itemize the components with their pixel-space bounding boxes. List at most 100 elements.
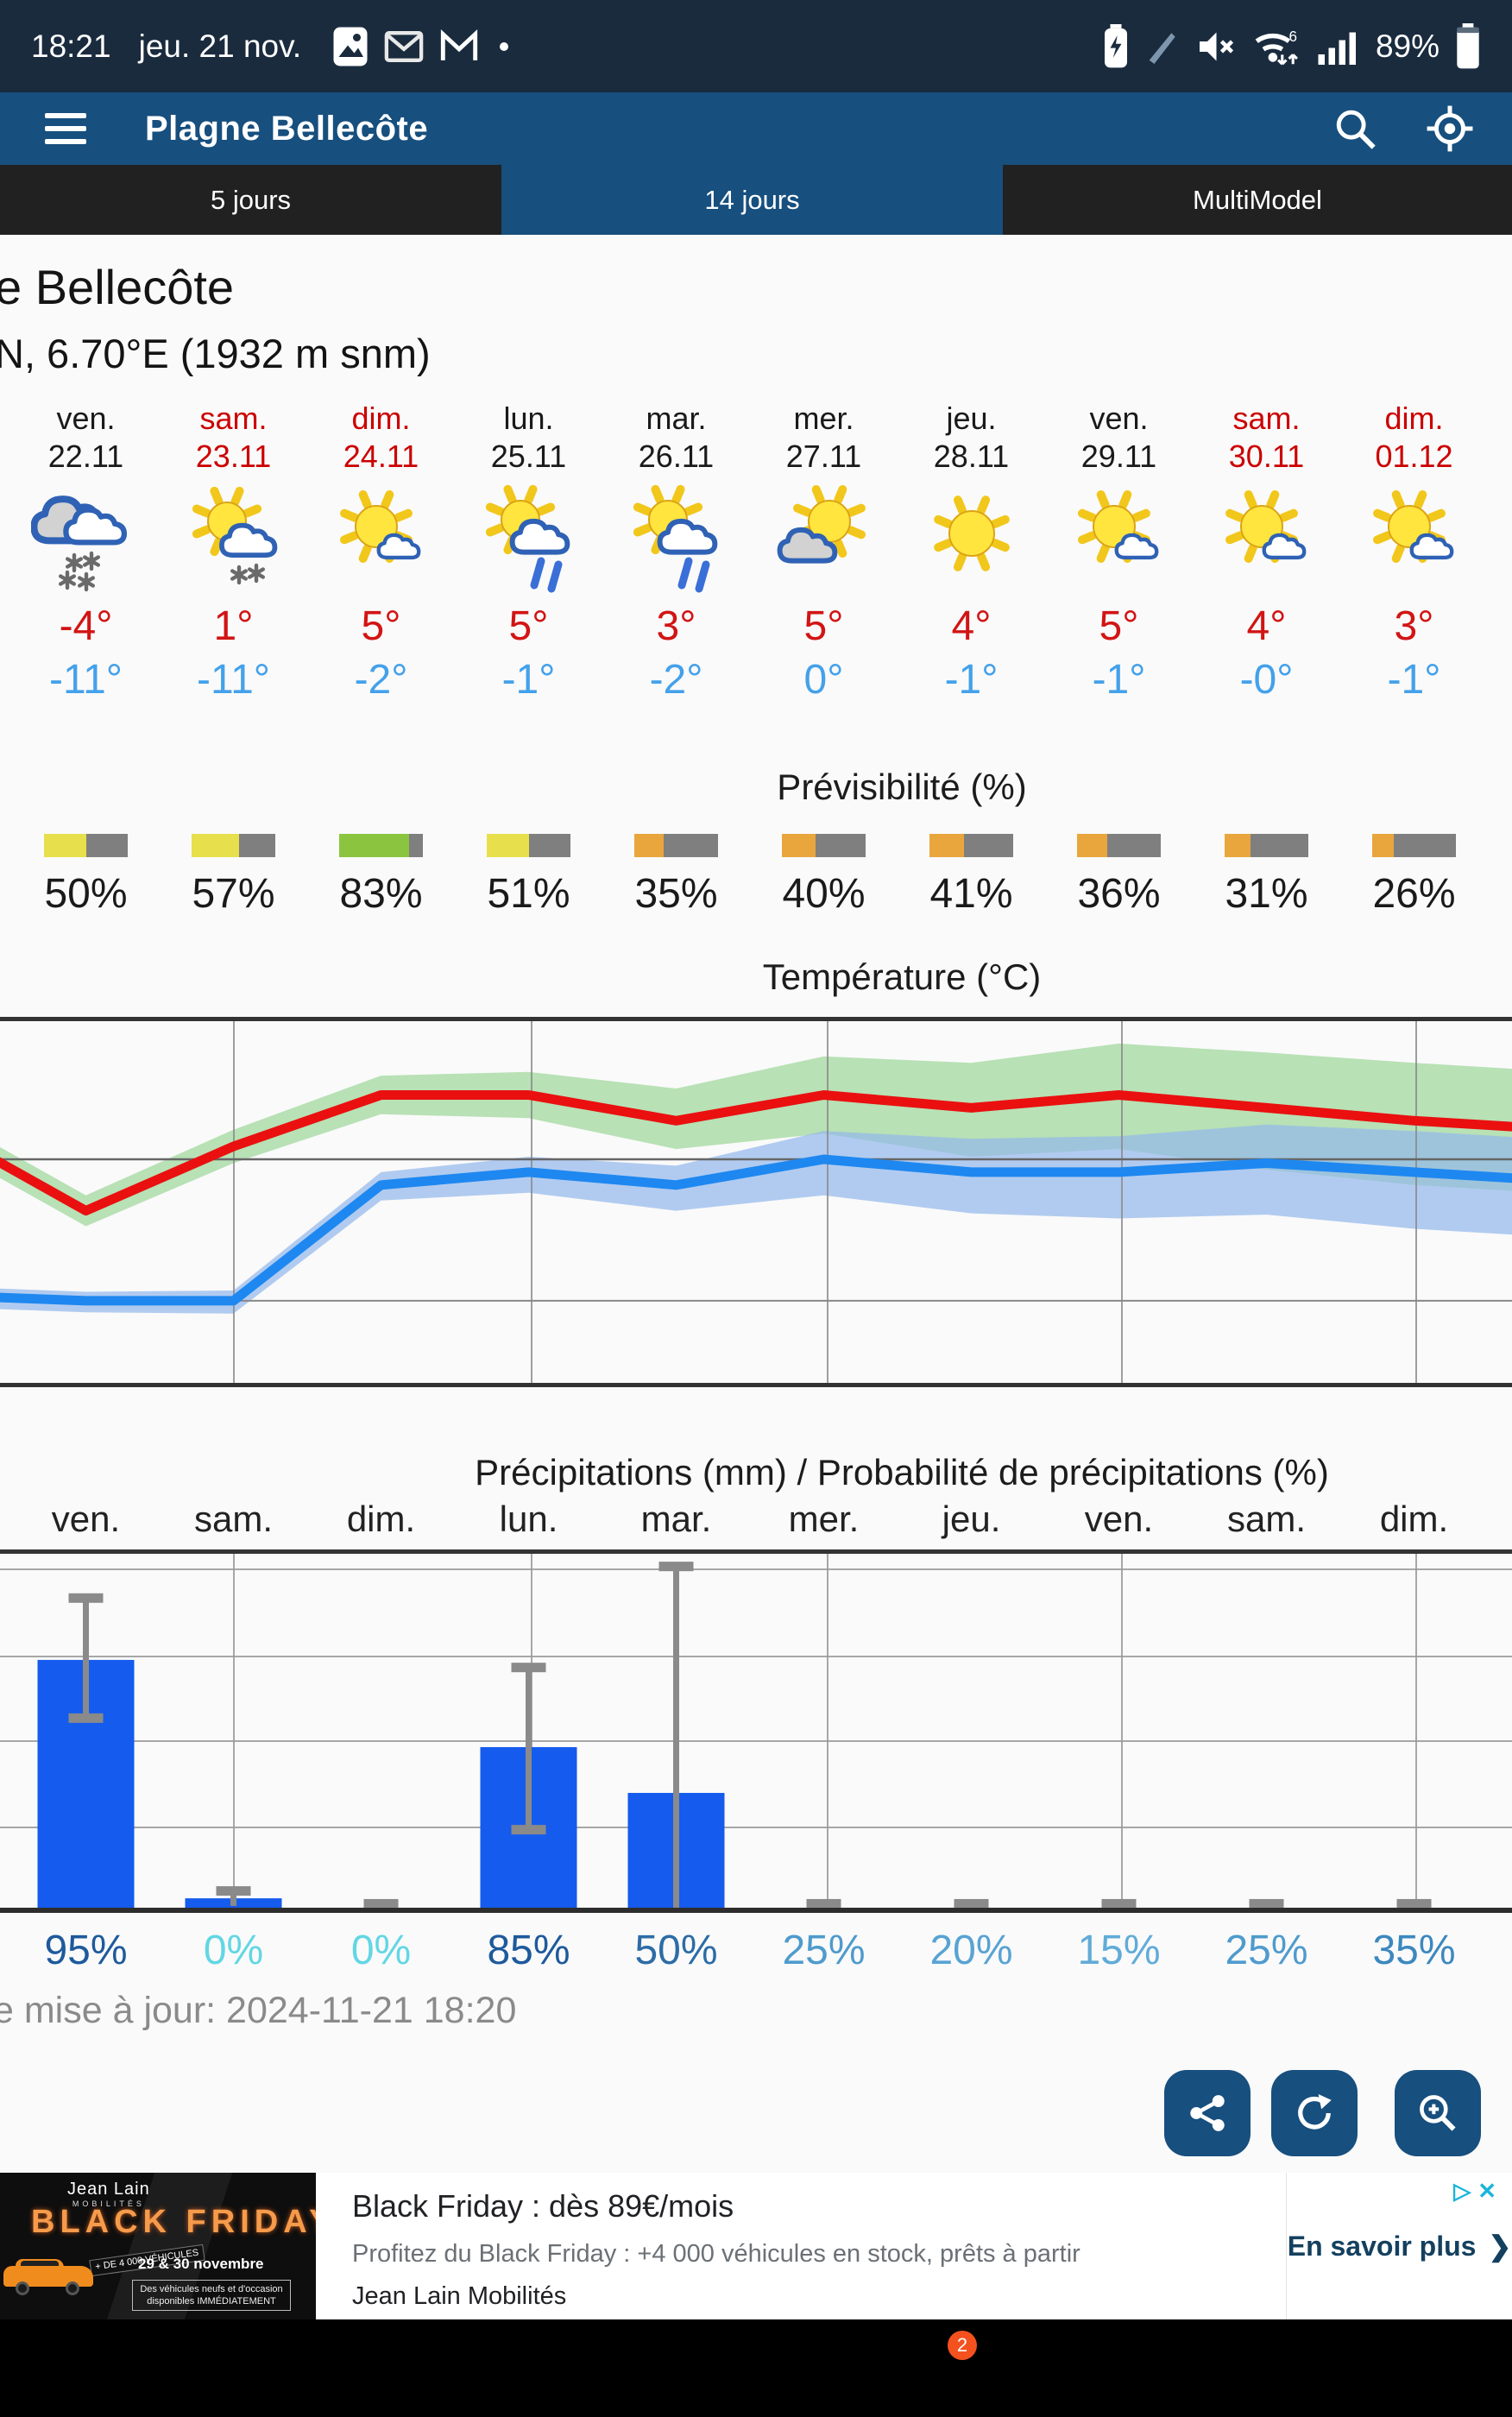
ad-text-block[interactable]: Black Friday : dès 89€/mois Profitez du … bbox=[316, 2173, 1286, 2319]
battery-icon bbox=[1455, 22, 1481, 70]
predictability-gauge bbox=[1077, 834, 1161, 857]
weather-icon-cell[interactable] bbox=[1193, 483, 1340, 598]
share-button[interactable] bbox=[1164, 2070, 1251, 2156]
predictability-gauge-cell bbox=[1340, 834, 1488, 861]
temperature-chart bbox=[0, 1017, 1512, 1387]
locate-icon[interactable] bbox=[1426, 104, 1474, 153]
weather-icon-cell[interactable] bbox=[750, 483, 898, 598]
day-date[interactable]: 29.11 bbox=[1080, 439, 1157, 474]
low-temp: 0° bbox=[803, 657, 844, 703]
day-name[interactable]: sam. bbox=[1232, 401, 1301, 436]
adchoices-close-icons[interactable]: ▷✕ bbox=[1453, 2178, 1503, 2205]
precip-day-label: sam. bbox=[193, 1499, 273, 1539]
app-bar: Plagne Bellecôte bbox=[0, 92, 1512, 165]
low-temp: -1° bbox=[1092, 657, 1146, 703]
ad-image[interactable]: Jean Lain MOBILITÉS BLACK FRIDAY + DE 4 0… bbox=[0, 2173, 316, 2319]
high-temp: 4° bbox=[951, 603, 992, 649]
weather-icon-cell[interactable] bbox=[1045, 483, 1193, 598]
predictability-gauge-cell bbox=[1193, 834, 1340, 861]
sun-small-cloud-icon bbox=[339, 490, 420, 563]
ad-brand-logo-sub: MOBILITÉS bbox=[72, 2199, 145, 2208]
day-date[interactable]: 01.12 bbox=[1375, 439, 1453, 474]
day-name[interactable]: lun. bbox=[503, 401, 554, 436]
predictability-gauge-cell bbox=[455, 834, 602, 861]
predictability-gauge bbox=[634, 834, 718, 857]
tab-multimodel[interactable]: MultiModel bbox=[1193, 184, 1322, 215]
day-name[interactable]: mar. bbox=[646, 401, 707, 436]
day-name[interactable]: sam. bbox=[199, 401, 268, 436]
weather-icon-cell[interactable] bbox=[12, 483, 160, 598]
day-date[interactable]: 28.11 bbox=[933, 439, 1010, 474]
location-title: e Bellecôte bbox=[0, 260, 235, 314]
day-date[interactable]: 27.11 bbox=[785, 439, 862, 474]
ad-banner[interactable]: Jean Lain MOBILITÉS BLACK FRIDAY + DE 4 0… bbox=[0, 2173, 1512, 2319]
menu-icon[interactable] bbox=[45, 105, 86, 152]
precip-probability: 50% bbox=[634, 1928, 718, 1973]
ad-banner-title: BLACK FRIDAY bbox=[31, 2204, 316, 2240]
high-temp: 3° bbox=[1394, 603, 1434, 649]
precip-probability: 25% bbox=[1225, 1928, 1308, 1973]
weather-icon-cell[interactable] bbox=[602, 483, 750, 598]
gmail-icon bbox=[439, 27, 479, 66]
weather-icon-cell[interactable] bbox=[307, 483, 455, 598]
day-date[interactable]: 26.11 bbox=[638, 439, 715, 474]
search-icon[interactable] bbox=[1332, 106, 1377, 151]
notification-dot bbox=[500, 41, 509, 51]
ad-banner-box: Des véhicules neufs et d'occasion dispon… bbox=[132, 2280, 291, 2311]
day-name[interactable]: mer. bbox=[793, 401, 854, 436]
day-date[interactable]: 30.11 bbox=[1228, 439, 1305, 474]
location-coords: N, 6.70°E (1932 m snm) bbox=[0, 331, 431, 376]
ad-cta-label: En savoir plus bbox=[1287, 2230, 1477, 2262]
refresh-button[interactable] bbox=[1271, 2070, 1358, 2156]
low-temp: -2° bbox=[649, 657, 703, 703]
ad-banner-date: 29 & 30 novembre bbox=[138, 2256, 264, 2272]
precip-day-label: mer. bbox=[788, 1499, 860, 1539]
day-name[interactable]: dim. bbox=[1384, 401, 1444, 436]
predictability-gauge-cell bbox=[160, 834, 307, 861]
snow-clouds-icon bbox=[30, 495, 127, 592]
precip-probability: 95% bbox=[44, 1928, 128, 1973]
day-name[interactable]: jeu. bbox=[946, 401, 997, 436]
predictability-gauge bbox=[192, 834, 275, 857]
day-name[interactable]: ven. bbox=[1089, 401, 1149, 436]
predictability-value: 51% bbox=[487, 871, 570, 917]
day-date[interactable]: 23.11 bbox=[195, 439, 272, 474]
share-icon bbox=[1190, 2095, 1225, 2131]
precip-probability: 20% bbox=[929, 1928, 1013, 1973]
low-temp: -1° bbox=[944, 657, 999, 703]
sun-small-cloud-icon bbox=[1372, 490, 1453, 563]
weather-icon-cell[interactable] bbox=[898, 483, 1045, 598]
day-date[interactable]: 22.11 bbox=[47, 439, 124, 474]
tab-14-jours[interactable]: 14 jours bbox=[501, 165, 1003, 235]
precip-probability-row: 95% 0% 0% 85% 50% 25% 20% 15% 25% 35% bbox=[12, 1927, 1488, 1974]
predictability-gauge bbox=[929, 834, 1013, 857]
chevron-right-icon: ❯ bbox=[1488, 2231, 1512, 2262]
day-name[interactable]: dim. bbox=[351, 401, 411, 436]
ad-cta-button[interactable]: En savoir plus ❯ ▷✕ bbox=[1286, 2173, 1512, 2319]
weather-icon-cell[interactable] bbox=[1340, 483, 1488, 598]
weather-icon-cell[interactable] bbox=[455, 483, 602, 598]
precipitation-title: Précipitations (mm) / Probabilité de pré… bbox=[475, 1452, 1329, 1492]
weather-icon-cell[interactable] bbox=[160, 483, 307, 598]
battery-saver-icon bbox=[1103, 23, 1129, 69]
low-temp: -2° bbox=[354, 657, 408, 703]
ad-headline[interactable]: Black Friday : dès 89€/mois bbox=[352, 2188, 734, 2224]
precip-probability: 25% bbox=[782, 1928, 866, 1973]
predictability-gauges-row bbox=[12, 834, 1488, 861]
predictability-value: 31% bbox=[1225, 871, 1308, 917]
precip-probability: 85% bbox=[487, 1928, 570, 1973]
adchoices-icon: ▷ bbox=[1453, 2178, 1478, 2204]
ad-car-image bbox=[3, 2259, 98, 2295]
tab-5-jours[interactable]: 5 jours bbox=[210, 184, 292, 215]
low-temp: -1° bbox=[501, 657, 556, 703]
temperature-title: Température (°C) bbox=[762, 956, 1042, 997]
zoom-in-button[interactable] bbox=[1395, 2070, 1481, 2156]
sun-cloud-rain-icon bbox=[633, 484, 717, 593]
status-date: jeu. 21 nov. bbox=[138, 28, 302, 64]
ad-brand-logo: Jean Lain MOBILITÉS bbox=[67, 2180, 150, 2208]
day-date[interactable]: 24.11 bbox=[343, 439, 419, 474]
day-date[interactable]: 25.11 bbox=[490, 439, 567, 474]
status-time: 18:21 bbox=[31, 28, 111, 64]
predictability-values-row: 50% 57% 83% 51% 35% 40% 41% 36% 31% 26% bbox=[12, 870, 1488, 918]
day-name[interactable]: ven. bbox=[56, 401, 116, 436]
